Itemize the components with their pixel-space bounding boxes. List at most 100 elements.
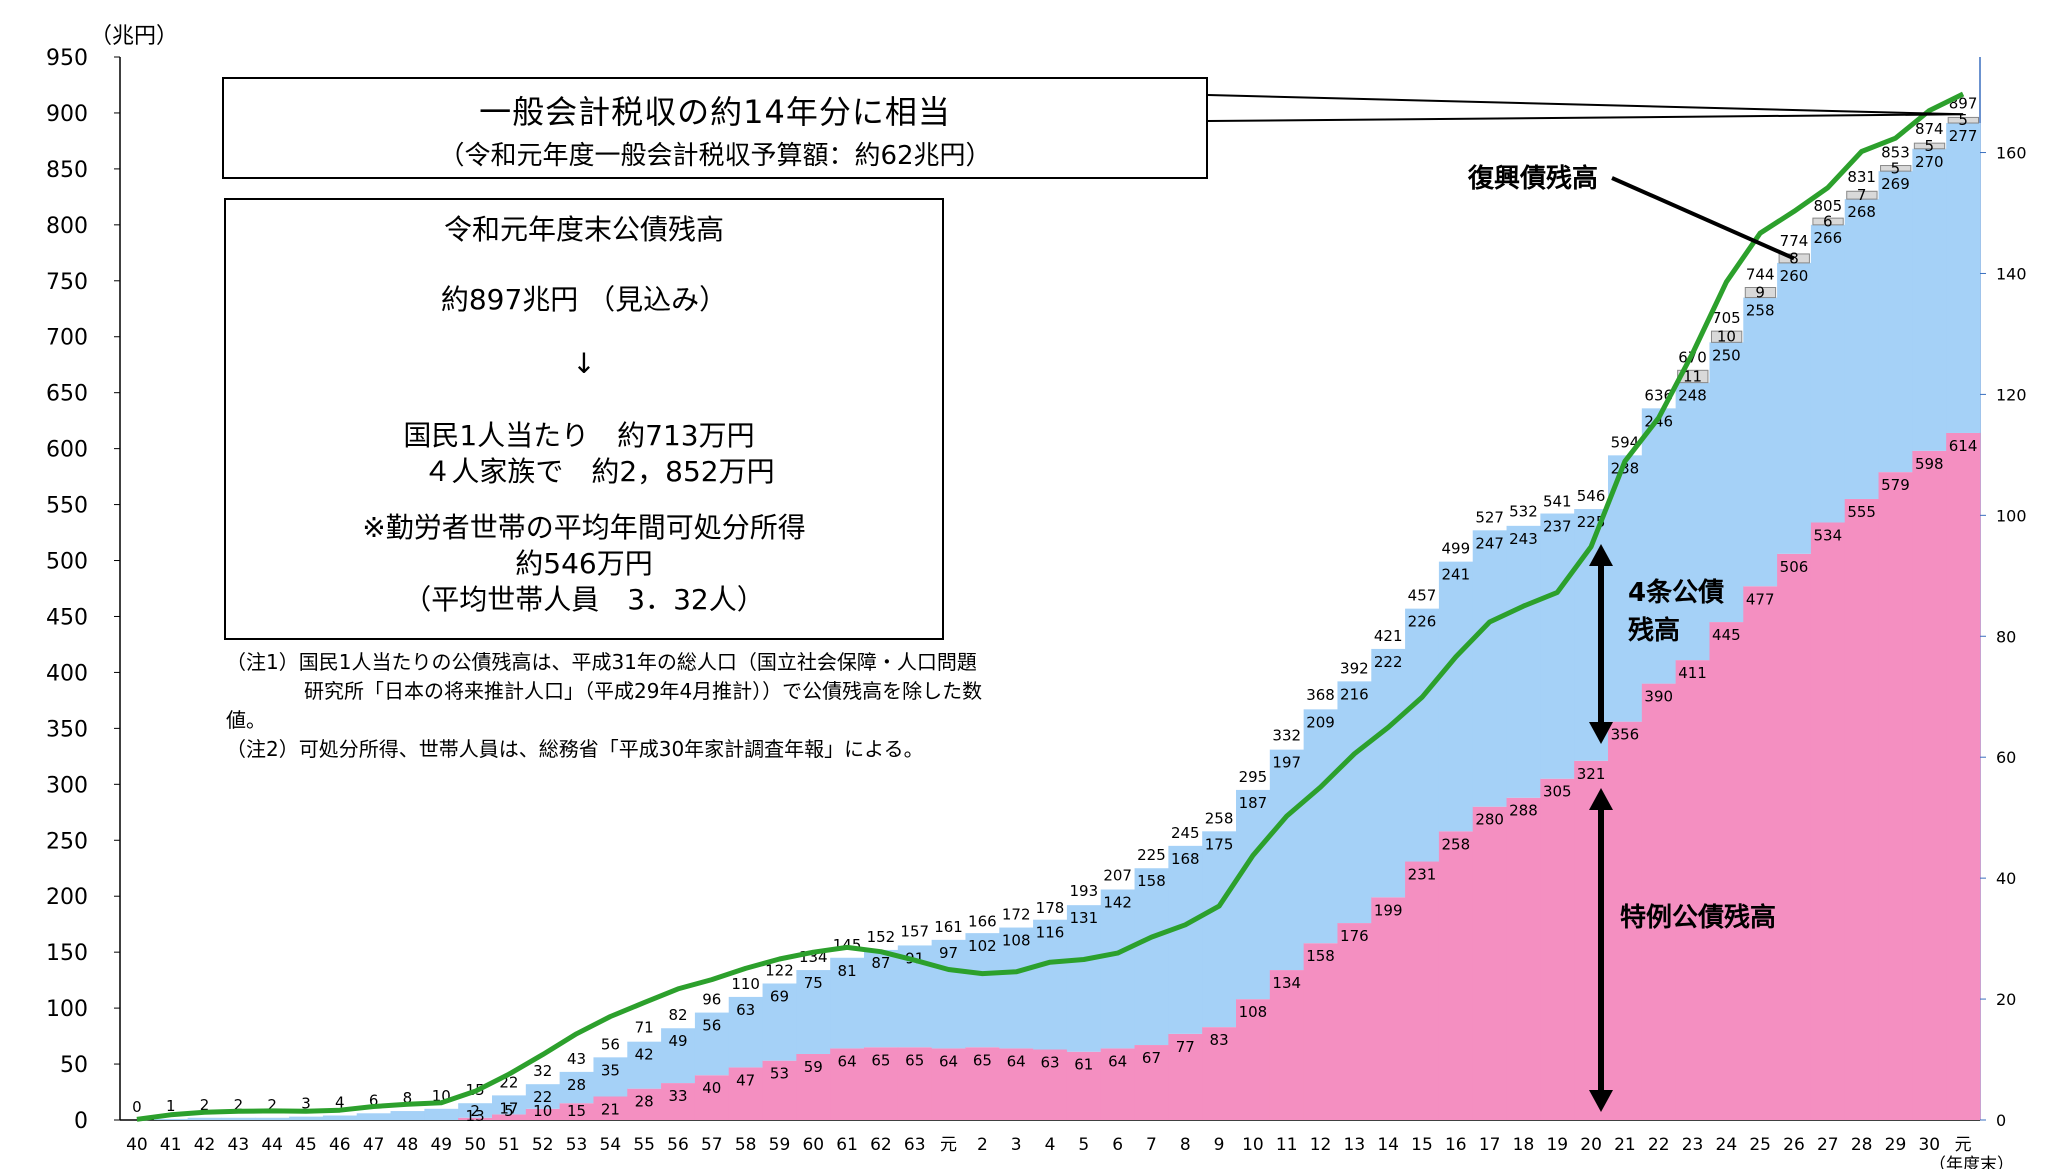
total-label: 392 [1340, 659, 1369, 677]
total-label: 193 [1069, 882, 1098, 900]
total-label: 245 [1171, 824, 1200, 842]
y2-tick-label: 160 [1996, 144, 2027, 163]
construction-label: 142 [1103, 893, 1132, 911]
bar-deficit [1675, 660, 1710, 1120]
deficit-label: 108 [1239, 1003, 1268, 1021]
bar-deficit [1810, 522, 1846, 1120]
construction-label: 56 [702, 1017, 721, 1035]
box-connector-top [1207, 94, 1964, 116]
bar-construction [1777, 262, 1812, 554]
bar-construction [322, 1115, 358, 1120]
bar-construction [1709, 342, 1744, 623]
label-deficit-bonds: 特例公債残高 [1620, 903, 1777, 933]
deficit-label: 445 [1712, 626, 1741, 644]
bar-construction [1269, 749, 1305, 971]
total-label: 258 [1205, 809, 1234, 827]
x-tick-label: 14 [1377, 1135, 1399, 1155]
total-label: 71 [635, 1019, 654, 1037]
bar-construction [1236, 789, 1271, 1000]
bar-deficit [1608, 721, 1643, 1120]
total-label: 2 [267, 1096, 277, 1114]
bar-reconstruction [1744, 287, 1777, 299]
total-label: 207 [1103, 866, 1132, 884]
reconstruction-label: 11 [1683, 367, 1702, 385]
construction-label: 243 [1509, 530, 1538, 548]
bar-deficit [1405, 861, 1440, 1120]
bar-construction [424, 1108, 459, 1120]
bar-construction [1472, 530, 1508, 807]
construction-label: 13 [466, 1107, 485, 1125]
bar-deficit [492, 1114, 527, 1120]
bar-deficit [627, 1088, 662, 1120]
tax-ratio-line [136, 91, 1965, 1122]
x-tick-label: 56 [667, 1135, 689, 1155]
reconstruction-label: 7 [1857, 186, 1867, 204]
x-tick-label: 55 [633, 1135, 655, 1155]
x-tick-label: 22 [1648, 1135, 1670, 1155]
x-tick-label: 5 [1078, 1135, 1089, 1155]
total-label: 166 [968, 912, 997, 930]
construction-label: 268 [1847, 203, 1876, 221]
x-tick-label: 2 [977, 1135, 988, 1155]
x-tick-label: 12 [1310, 1135, 1332, 1155]
y-tick-label: 50 [60, 1053, 88, 1078]
reconstruction-label: 6 [1823, 212, 1833, 230]
bar-deficit [1202, 1027, 1237, 1120]
x-tick-label: 19 [1546, 1135, 1568, 1155]
x-tick-label: 44 [261, 1135, 283, 1155]
bar-deficit [1844, 498, 1880, 1120]
y-tick-label: 750 [46, 270, 88, 295]
x-tick-label: 21 [1614, 1135, 1636, 1155]
total-label: 157 [900, 922, 929, 940]
bar-construction [931, 939, 966, 1049]
construction-label: 108 [1002, 932, 1031, 950]
construction-label: 209 [1306, 713, 1335, 731]
bar-construction [728, 996, 764, 1068]
bar-construction [1371, 648, 1406, 898]
data-labels: 0 1 2 2 2 3 4 6 8 10 15213225173210224315285621357… [132, 94, 1977, 1125]
construction-label: 97 [939, 944, 958, 962]
y2-tick-label: 40 [1996, 869, 2016, 888]
bar-construction [796, 970, 831, 1054]
bar-reconstruction [1846, 190, 1878, 200]
y-tick-label: 700 [46, 326, 88, 351]
bar-construction [1912, 148, 1947, 451]
bar-construction [1878, 171, 1913, 473]
total-label: 178 [1036, 899, 1065, 917]
deficit-label: 65 [871, 1051, 890, 1069]
note-1c: 値。 [226, 708, 266, 732]
bar-construction [661, 1028, 696, 1084]
construction-label: 158 [1137, 872, 1166, 890]
x-tick-label: 54 [600, 1135, 622, 1155]
total-label: 3 [301, 1095, 311, 1113]
deficit-label: 280 [1475, 811, 1504, 829]
deficit-label: 614 [1949, 437, 1978, 455]
summary-title: 令和元年度末公債残高 [443, 213, 724, 246]
x-tick-label: 10 [1242, 1135, 1264, 1155]
reconstruction-label: 9 [1755, 284, 1765, 302]
total-label: 546 [1577, 487, 1606, 505]
bar-construction [999, 927, 1034, 1049]
x-tick-label: 59 [769, 1135, 791, 1155]
deficit-label: 305 [1543, 783, 1572, 801]
household-size: （平均世帯人員 3．32人） [403, 583, 765, 616]
bar-deficit [458, 1117, 493, 1120]
construction-label: 87 [871, 954, 890, 972]
x-tick-label: 51 [498, 1135, 520, 1155]
deficit-label: 67 [1142, 1049, 1161, 1067]
bar-deficit [1168, 1033, 1203, 1120]
construction-label: 241 [1441, 566, 1470, 584]
bar-deficit [728, 1067, 764, 1120]
bar-deficit [762, 1060, 797, 1120]
reconstruction-label: 5 [1924, 137, 1934, 155]
construction-label: 102 [968, 937, 997, 955]
bar-reconstruction [1913, 142, 1946, 150]
deficit-label: 64 [838, 1052, 857, 1070]
x-tick-label: 7 [1146, 1135, 1157, 1155]
construction-label: 248 [1678, 387, 1707, 405]
y-tick-label: 850 [46, 158, 88, 183]
summary-arrow: ↓ [572, 347, 596, 380]
construction-label: 116 [1036, 924, 1065, 942]
x-tick-label: 41 [160, 1135, 182, 1155]
y-tick-label: 150 [46, 941, 88, 966]
